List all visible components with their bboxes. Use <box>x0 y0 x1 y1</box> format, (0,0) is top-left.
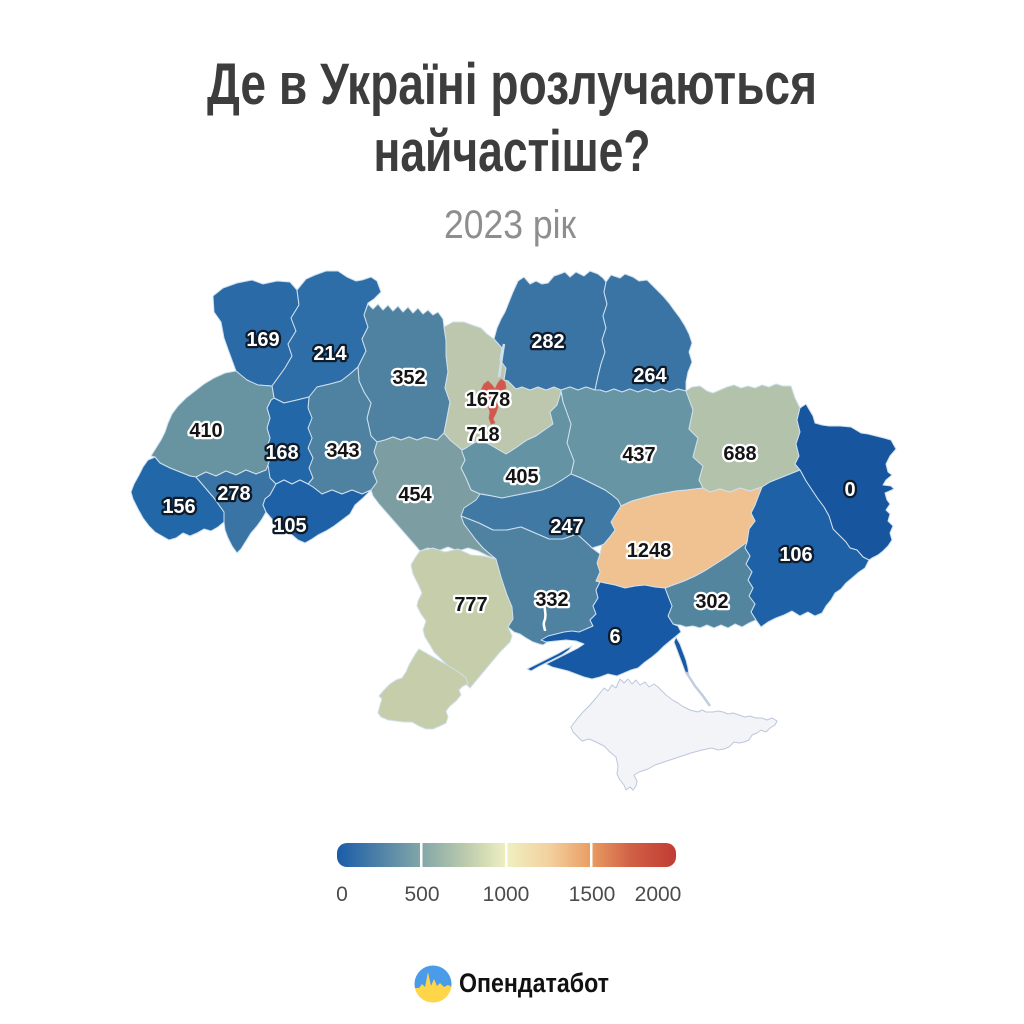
svg-text:264: 264 <box>633 365 667 387</box>
svg-text:2023 рік: 2023 рік <box>444 203 576 247</box>
svg-text:410: 410 <box>189 420 222 442</box>
svg-text:500: 500 <box>404 883 439 906</box>
svg-text:1500: 1500 <box>569 883 616 906</box>
svg-text:1678: 1678 <box>466 389 511 411</box>
svg-text:282: 282 <box>531 331 564 353</box>
svg-text:2000: 2000 <box>635 883 682 906</box>
svg-text:454: 454 <box>398 484 432 506</box>
svg-text:343: 343 <box>326 440 359 462</box>
svg-text:777: 777 <box>454 594 487 616</box>
svg-text:Опендатабот: Опендатабот <box>459 968 609 998</box>
svg-text:156: 156 <box>162 496 195 518</box>
svg-text:найчастіше?: найчастіше? <box>374 119 651 184</box>
svg-text:278: 278 <box>217 483 250 505</box>
svg-text:352: 352 <box>392 367 425 389</box>
svg-text:247: 247 <box>550 516 583 538</box>
svg-text:0: 0 <box>844 479 855 501</box>
svg-text:332: 332 <box>535 589 568 611</box>
svg-text:214: 214 <box>313 343 347 365</box>
svg-text:405: 405 <box>505 466 538 488</box>
svg-text:0: 0 <box>336 883 348 906</box>
svg-text:6: 6 <box>609 626 620 648</box>
svg-text:718: 718 <box>466 424 499 446</box>
svg-text:302: 302 <box>695 591 728 613</box>
svg-text:106: 106 <box>779 544 812 566</box>
svg-text:169: 169 <box>246 329 279 351</box>
svg-text:437: 437 <box>622 444 655 466</box>
svg-text:Де в Україні розлучаються: Де в Україні розлучаються <box>207 52 817 117</box>
svg-text:105: 105 <box>273 515 306 537</box>
svg-text:688: 688 <box>723 443 756 465</box>
svg-text:168: 168 <box>265 442 298 464</box>
svg-text:1248: 1248 <box>627 540 672 562</box>
svg-text:1000: 1000 <box>483 883 530 906</box>
